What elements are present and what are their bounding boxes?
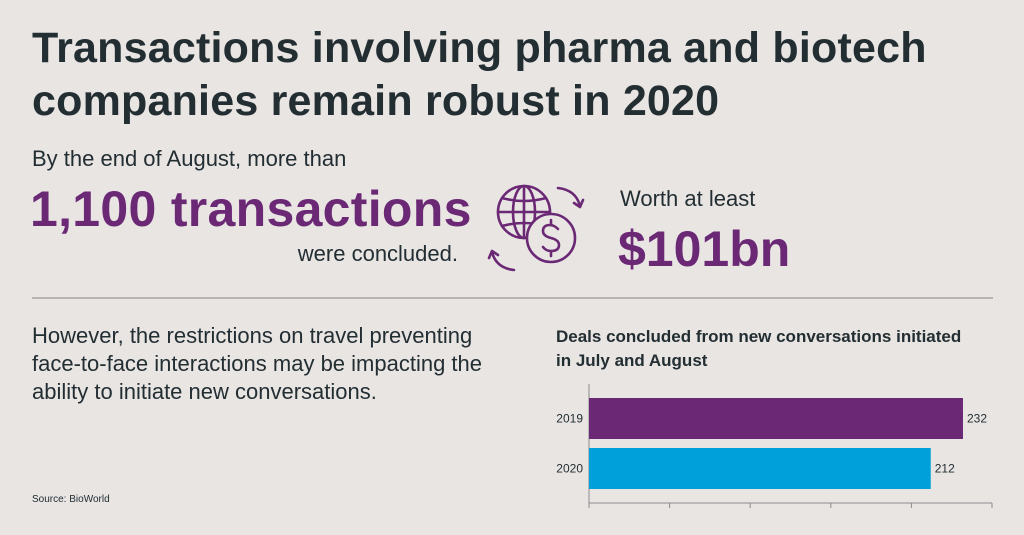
bar-2020	[589, 448, 931, 489]
category-label: 2020	[556, 462, 583, 476]
intro-text: By the end of August, more than	[32, 146, 347, 171]
source-note: Source: BioWorld	[32, 494, 110, 505]
deals-bar-chart: 2019 232 2020 212	[556, 384, 993, 508]
body-text: However, the restrictions on travel prev…	[32, 323, 483, 404]
chart-title: Deals concluded from new conversations i…	[556, 327, 962, 370]
concluded-text: were concluded.	[297, 241, 458, 266]
category-label: 2019	[556, 412, 583, 426]
data-label: 232	[967, 412, 987, 426]
data-label: 212	[935, 462, 955, 476]
bar-2019	[589, 398, 963, 439]
transaction-count: 1,100 transactions	[30, 181, 472, 237]
globe-dollar-exchange-icon	[484, 176, 586, 278]
section-divider	[32, 297, 993, 299]
worth-value: $101bn	[618, 221, 791, 277]
worth-label: Worth at least	[620, 186, 756, 211]
page-title: Transactions involving pharma and biotec…	[32, 24, 927, 125]
